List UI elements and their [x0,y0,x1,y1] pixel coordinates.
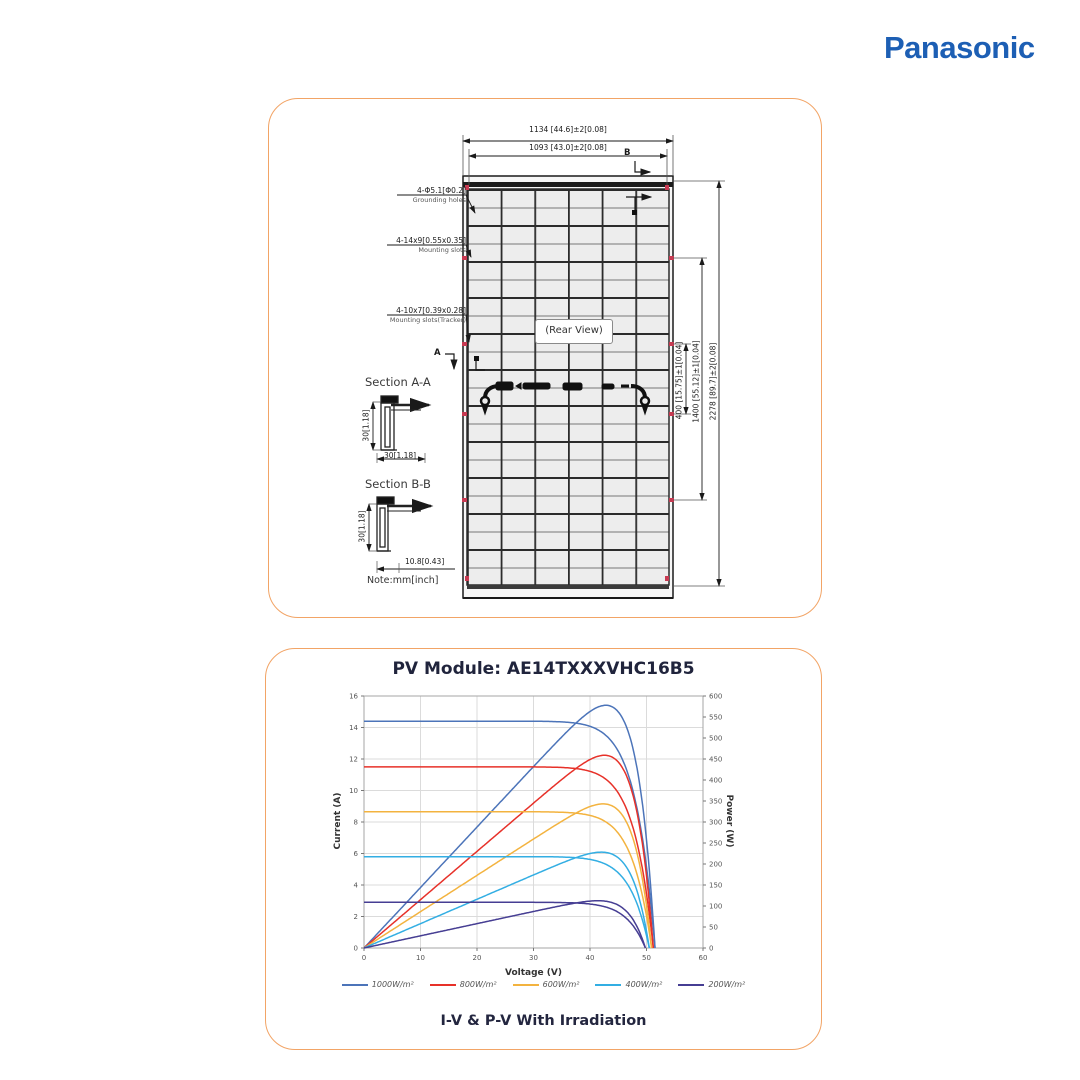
callout-tracker: 4-10x7[0.39x0.28] [396,306,466,315]
callout-mounting-sub: Mounting slots [418,246,466,254]
chart-title: PV Module: AE14TXXXVHC16B5 [392,659,695,679]
legend-label: 600W/m² [542,980,580,989]
section-a-dim-h: 30[1.18] [384,451,417,460]
svg-text:50: 50 [709,924,718,932]
svg-text:50: 50 [642,954,651,962]
legend-item: 1000W/m² [341,980,414,989]
svg-text:200: 200 [709,861,722,869]
y-axis-left-title: Current (A) [333,792,343,850]
svg-text:150: 150 [709,882,722,890]
svg-text:250: 250 [709,840,722,848]
legend-item: 200W/m² [678,980,745,989]
svg-text:550: 550 [709,714,722,722]
svg-text:40: 40 [586,954,595,962]
svg-text:14: 14 [349,724,358,732]
rear-view-label: (Rear View) [535,319,613,344]
legend-item: 400W/m² [595,980,662,989]
section-b-dim-h: 10.8[0.43] [405,557,445,566]
callout-grounding-sub: Grounding holes [412,196,466,204]
chart-subtitle: I-V & P-V With Irradiation [440,1013,647,1029]
legend-swatch [678,983,705,986]
module-drawing [366,135,725,599]
svg-text:20: 20 [473,954,482,962]
section-marker-b: B [624,148,631,158]
section-b-title: Section B-B [365,477,431,491]
chart-panel: PV Module: AE14TXXXVHC16B5 0 10 20 30 40 50 60… [265,648,822,1050]
y-axis-right-title: Power (W) [724,794,734,848]
legend-label: 200W/m² [708,980,746,989]
drawing-panel: 1134 [44.6]±2[0.08] 1093 [43.0]±2[0.08] … [268,98,822,618]
svg-text:30: 30 [529,954,538,962]
chart-legend: 1000W/m² 800W/m² 600W/m² 400W/m² 200W/m² [266,980,821,989]
svg-text:4: 4 [354,882,359,890]
svg-text:10: 10 [349,787,358,795]
svg-text:500: 500 [709,735,722,743]
svg-text:600: 600 [709,693,722,701]
dim-width-inner: 1093 [43.0]±2[0.08] [529,143,607,152]
section-b-dim-v: 30[1.18] [357,510,367,543]
svg-text:8: 8 [354,819,358,827]
svg-text:16: 16 [349,693,358,701]
legend-swatch [595,983,622,986]
svg-text:400: 400 [709,777,722,785]
svg-text:6: 6 [354,850,359,858]
svg-text:0: 0 [354,945,358,953]
legend-label: 800W/m² [459,980,497,989]
legend-label: 400W/m² [625,980,663,989]
legend-swatch [512,983,539,986]
legend-label: 1000W/m² [371,980,414,989]
units-note: Note:mm[inch] [367,575,439,586]
dim-width-outer: 1134 [44.6]±2[0.08] [529,125,607,134]
x-axis-title: Voltage (V) [505,968,562,978]
legend-item: 600W/m² [512,980,580,989]
svg-text:10: 10 [416,954,425,962]
legend-item: 800W/m² [429,980,497,989]
panasonic-logo: Panasonic [884,30,1035,65]
section-a-title: Section A-A [365,375,431,389]
svg-text:12: 12 [349,756,358,764]
callout-grounding: 4-Φ5.1[Φ0.2] [417,186,466,195]
dim-height-outer: 2278 [89.7]±2[0.08] [708,342,718,421]
section-a-dim-v: 30[1.18] [361,409,371,442]
svg-text:100: 100 [709,903,722,911]
section-marker-a: A [434,348,441,358]
legend-swatch [341,983,368,986]
svg-text:350: 350 [709,798,722,806]
legend-swatch [429,983,456,986]
dim-height-mid: 1400 [55.12]±1[0.04] [691,340,701,423]
svg-text:300: 300 [709,819,722,827]
dim-height-inner: 400 [15.75]±1[0.04] [674,341,684,420]
callout-mounting: 4-14x9[0.55x0.35] [396,236,466,245]
svg-text:60: 60 [699,954,708,962]
callout-tracker-sub: Mounting slots(Tracker) [389,316,466,324]
iv-pv-chart: 0 10 20 30 40 50 60024681012141605010015020025… [349,693,722,963]
svg-text:0: 0 [709,945,713,953]
svg-text:450: 450 [709,756,722,764]
svg-text:2: 2 [354,913,358,921]
svg-text:0: 0 [362,954,366,962]
